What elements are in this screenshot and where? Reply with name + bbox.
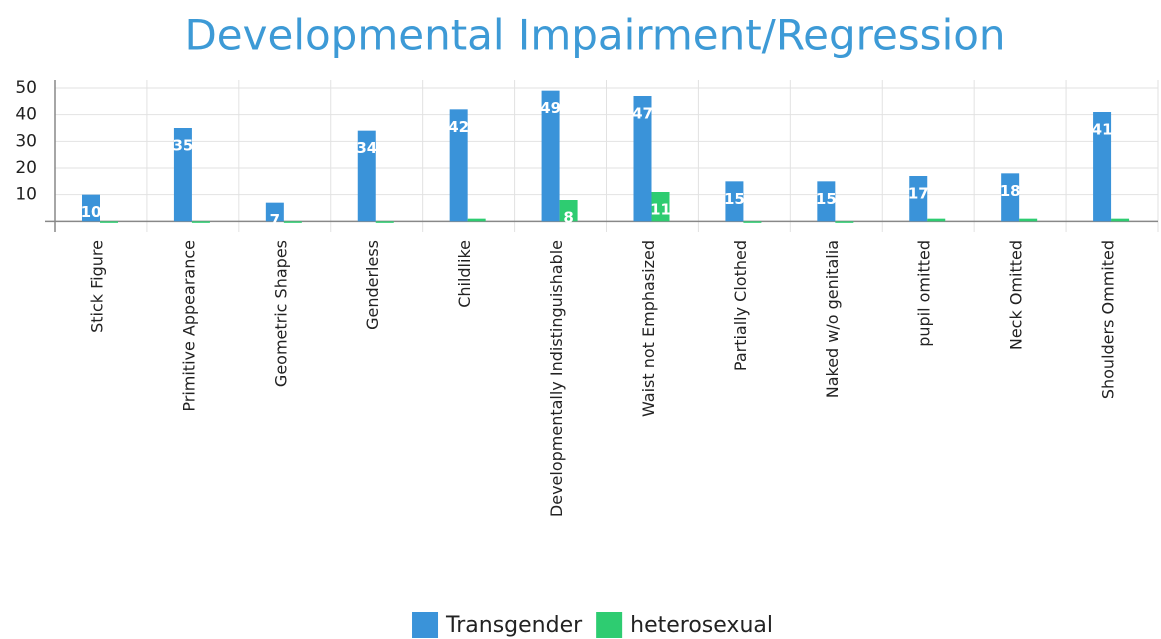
data-label: 47: [632, 105, 653, 123]
y-tick-label: 10: [15, 185, 37, 205]
legend-label: Transgender: [445, 613, 583, 638]
data-label: 34: [356, 139, 377, 157]
x-tick-label: Waist not Emphasized: [639, 240, 658, 417]
data-label: 10: [81, 203, 102, 221]
data-label: 7: [270, 211, 280, 229]
x-tick-label: Stick Figure: [87, 240, 106, 333]
x-tick-label: Neck Omitted: [1007, 240, 1026, 350]
bar: [835, 221, 854, 223]
bar: [265, 202, 284, 222]
chart-title: Developmental Impairment/Regression: [184, 11, 1005, 60]
data-label: 49: [540, 99, 561, 117]
bar: [633, 96, 652, 222]
bar: [541, 90, 560, 222]
bar: [1111, 218, 1130, 222]
x-tick-label: Partially Clothed: [731, 240, 750, 371]
bar: [449, 109, 468, 222]
bar: [1001, 173, 1020, 222]
bar: [283, 221, 302, 223]
bar: [743, 221, 762, 223]
legend-label: heterosexual: [630, 613, 773, 638]
x-tick-label: pupil omitted: [915, 240, 934, 347]
bar: [191, 221, 210, 223]
data-label: 18: [1000, 182, 1021, 200]
bar: [173, 128, 192, 222]
x-tick-label: Developmentally Indistinguishable: [547, 240, 566, 517]
x-tick-label: Childlike: [455, 240, 474, 308]
data-label: 41: [1092, 121, 1113, 139]
y-tick-label: 20: [15, 158, 37, 178]
data-label: 8: [563, 209, 573, 227]
x-tick-label: Shoulders Ommited: [1099, 240, 1118, 399]
bar: [725, 181, 744, 222]
bar: [357, 130, 376, 222]
data-label: 42: [448, 118, 469, 136]
bar: [559, 200, 578, 222]
x-tick-label: Geometric Shapes: [271, 240, 290, 387]
bar: [651, 192, 670, 222]
y-tick-label: 40: [15, 105, 37, 125]
legend-swatch: [596, 612, 623, 638]
bar: [100, 221, 118, 223]
bar: [927, 218, 946, 222]
data-label: 17: [908, 185, 929, 203]
legend-swatch: [412, 612, 439, 638]
bar: [1093, 112, 1112, 222]
legend: Transgender heterosexual: [412, 612, 773, 638]
y-tick-label: 30: [15, 131, 37, 151]
x-tick-label: Genderless: [363, 240, 382, 330]
x-tick-label: Naked w/o genitalia: [823, 240, 842, 398]
data-label: 15: [724, 190, 745, 208]
y-tick-label: 50: [15, 78, 37, 98]
bar: [909, 176, 928, 222]
data-label: 35: [172, 137, 193, 155]
data-label: 15: [816, 190, 837, 208]
bar: [467, 218, 486, 222]
data-label: 11: [650, 201, 671, 219]
bar: [817, 181, 836, 222]
bar: [1019, 218, 1038, 222]
bar: [82, 194, 100, 222]
bar: [375, 221, 394, 223]
x-tick-label: Primitive Appearance: [179, 240, 198, 412]
